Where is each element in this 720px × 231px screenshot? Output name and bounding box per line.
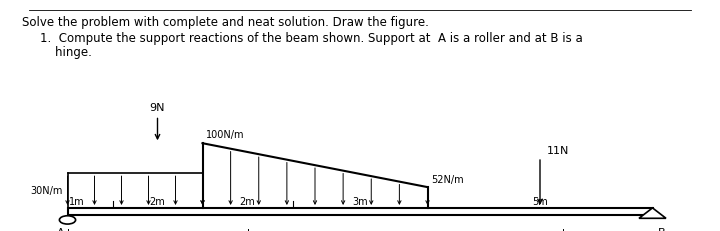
Text: 11N: 11N <box>546 146 569 156</box>
Text: 9N: 9N <box>150 103 166 113</box>
Text: 5m: 5m <box>532 197 548 207</box>
Text: 1.  Compute the support reactions of the beam shown. Support at  A is a roller a: 1. Compute the support reactions of the … <box>40 32 583 45</box>
Polygon shape <box>639 208 666 218</box>
Text: 30N/m: 30N/m <box>31 185 63 196</box>
Text: 2m: 2m <box>150 197 166 207</box>
Text: B: B <box>657 228 665 231</box>
Text: 100N/m: 100N/m <box>206 131 245 140</box>
Text: 52N/m: 52N/m <box>431 175 464 185</box>
Polygon shape <box>68 208 652 215</box>
Text: 1m: 1m <box>68 197 84 207</box>
Text: 3m: 3m <box>352 197 368 207</box>
Text: Solve the problem with complete and neat solution. Draw the figure.: Solve the problem with complete and neat… <box>22 16 429 29</box>
Circle shape <box>59 216 76 224</box>
Text: 2m: 2m <box>240 197 256 207</box>
Text: hinge.: hinge. <box>40 46 92 59</box>
Text: A: A <box>57 228 65 231</box>
